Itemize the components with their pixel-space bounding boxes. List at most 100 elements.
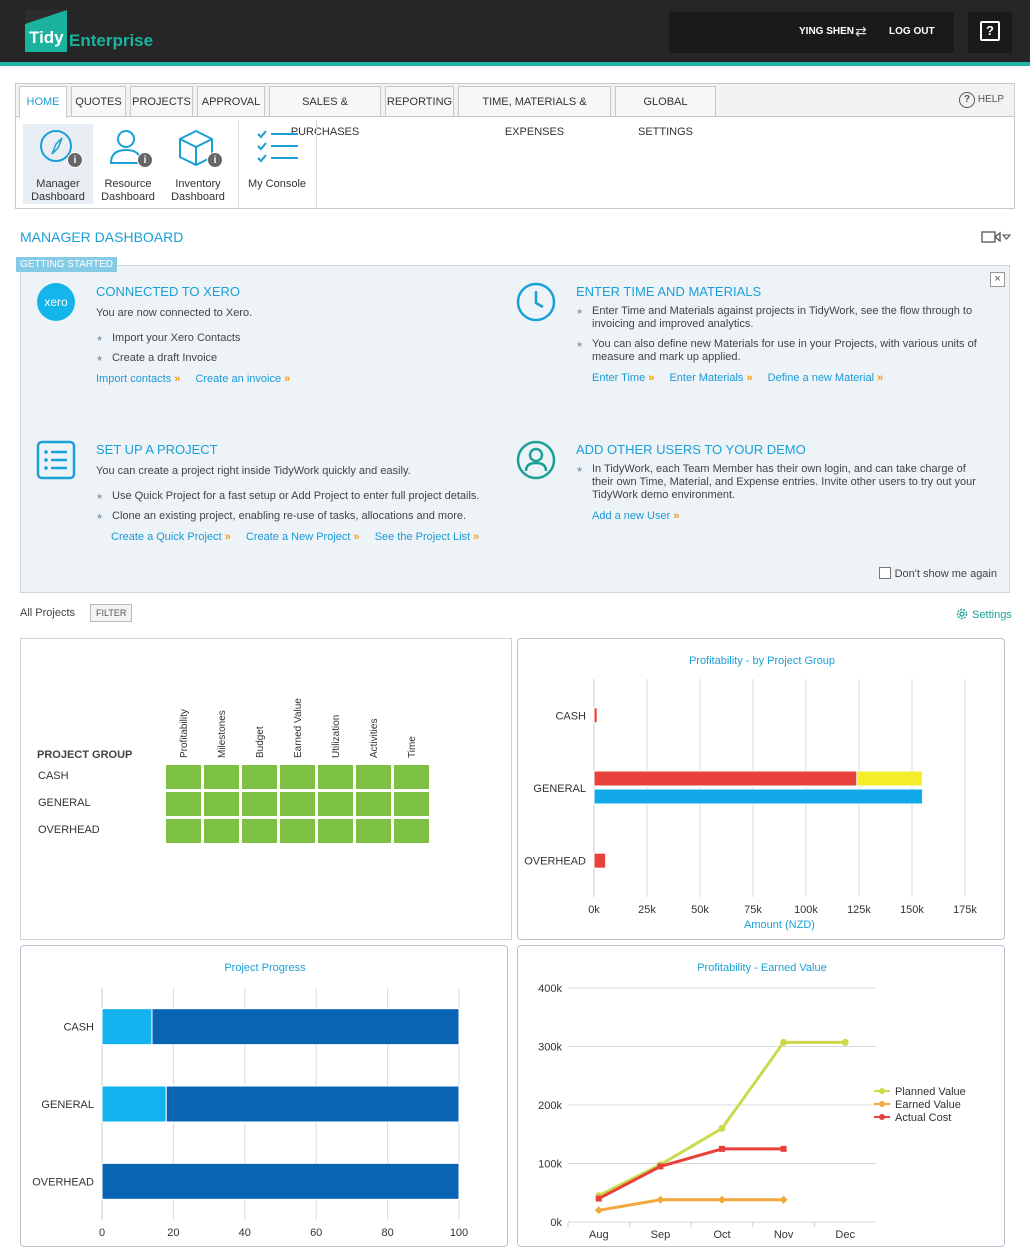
grid-column-label: Profitability [179,709,190,758]
status-cell[interactable] [280,819,315,843]
status-grid-card: PROJECT GROUP CASH GENERAL OVERHEAD Prof… [20,638,512,940]
my-console-button[interactable]: My Console [242,124,312,204]
app-logo[interactable]: Tidy Enterprise [25,10,153,52]
main-nav: HOME QUOTES PROJECTS APPROVAL SALES & PU… [15,83,1015,209]
settings-link[interactable]: Settings [955,607,1012,621]
dont-show-checkbox[interactable] [878,567,891,579]
status-cell[interactable] [280,765,315,789]
list-item: You can also define new Materials for us… [576,338,986,364]
grid-column-label: Utilization [331,714,342,758]
info-badge-icon: i [207,152,223,168]
gear-icon [956,608,968,620]
x-tick-label: Aug [589,1229,609,1241]
enter-materials-link[interactable]: Enter Materials [669,372,752,384]
manager-dashboard-button[interactable]: i Manager Dashboard [23,124,93,204]
row-label: OVERHEAD [38,824,100,836]
create-new-project-link[interactable]: Create a New Project [246,531,360,543]
bar-profit-extra [856,770,924,787]
status-cell[interactable] [204,792,239,816]
status-cell[interactable] [242,765,277,789]
status-cell[interactable] [204,765,239,789]
x-tick-label: Dec [835,1229,855,1241]
status-cell[interactable] [356,765,391,789]
x-tick-label: 150k [900,904,924,916]
status-cell[interactable] [356,819,391,843]
data-point [780,1038,788,1046]
resource-dashboard-button[interactable]: i Resource Dashboard [93,124,163,204]
list-item: Import your Xero Contacts [96,332,496,345]
status-cell[interactable] [166,819,201,843]
create-invoice-link[interactable]: Create an invoice [195,373,290,385]
status-cell[interactable] [204,819,239,843]
grid-column-label: Milestones [217,710,228,758]
x-tick-label: 100 [450,1227,468,1239]
xero-desc: You are now connected to Xero. [96,307,253,319]
status-cell[interactable] [242,819,277,843]
legend-marker [879,1101,885,1107]
series-line [598,1040,846,1198]
help-button[interactable]: ? [968,12,1012,53]
status-cell[interactable] [356,792,391,816]
profitability-group-chart: Profitability - by Project Group 0k 25k 50k… [524,655,977,931]
compass-icon [40,130,72,162]
list-item: Clone an existing project, enabling re-u… [96,510,516,523]
tab-sales-purchases[interactable]: SALES & PURCHASES [269,86,381,138]
dont-show-again[interactable]: Don't show me again [878,567,997,580]
info-badge-icon: i [67,152,83,168]
bar-remaining [151,1008,460,1046]
category-label: GENERAL [533,783,586,795]
x-tick-label: 25k [638,904,656,916]
status-cell[interactable] [166,765,201,789]
add-user-link[interactable]: Add a new User [592,510,679,522]
tab-global-settings[interactable]: GLOBAL SETTINGS [615,86,716,138]
logout-button[interactable]: LOG OUT [889,26,935,37]
legend-marker [879,1114,885,1120]
tab-reporting[interactable]: REPORTING [385,86,454,117]
tab-time-materials-expenses[interactable]: TIME, MATERIALS & EXPENSES [458,86,611,138]
status-cell[interactable] [394,765,429,789]
ribbon-label-line2: Dashboard [171,191,225,203]
status-cell[interactable] [318,792,353,816]
list-item: In TidyWork, each Team Member has their … [576,463,986,502]
bar-revenue [593,788,924,805]
enter-time-link[interactable]: Enter Time [592,372,654,384]
data-point [719,1145,725,1152]
status-cell[interactable] [280,792,315,816]
status-cell[interactable] [394,819,429,843]
x-tick-label: 175k [953,904,977,916]
user-name[interactable]: YING SHEN [799,26,855,37]
tab-approval[interactable]: APPROVAL [197,86,265,117]
tab-projects[interactable]: PROJECTS [130,86,193,117]
help-icon: ? [980,21,1000,41]
define-material-link[interactable]: Define a new Material [768,372,884,384]
inventory-dashboard-button[interactable]: i Inventory Dashboard [163,124,233,204]
legend-label: Planned Value [895,1086,966,1098]
close-icon[interactable]: × [990,272,1005,287]
all-projects-label: All Projects [20,607,76,619]
data-point [780,1145,787,1152]
tab-home[interactable]: HOME [19,86,67,118]
status-cell[interactable] [318,765,353,789]
project-progress-chart: Project Progress 0 20 40 60 80 100 CASH GENERAL O… [32,962,468,1239]
nav-help-link[interactable]: ? HELP [958,92,1004,108]
see-project-list-link[interactable]: See the Project List [375,531,480,543]
x-tick-label: 100k [794,904,818,916]
create-quick-project-link[interactable]: Create a Quick Project [111,531,231,543]
status-cell[interactable] [394,792,429,816]
info-badge-icon: i [137,152,153,168]
tab-quotes[interactable]: QUOTES [71,86,126,117]
category-label: OVERHEAD [32,1176,94,1188]
user-box: YING SHEN ⇄ LOG OUT [669,12,954,53]
import-contacts-link[interactable]: Import contacts [96,373,180,385]
ribbon-label-line2: Dashboard [101,191,155,203]
switch-icon[interactable]: ⇄ [855,23,867,39]
filter-button[interactable]: FILTER [90,604,133,622]
status-cell[interactable] [242,792,277,816]
video-camera-icon [981,231,1012,243]
status-cell[interactable] [166,792,201,816]
y-tick-label: 400k [538,983,562,995]
x-tick-label: Oct [713,1229,730,1241]
status-cell[interactable] [318,819,353,843]
video-dropdown[interactable] [981,230,1012,247]
series-line [598,1147,784,1200]
